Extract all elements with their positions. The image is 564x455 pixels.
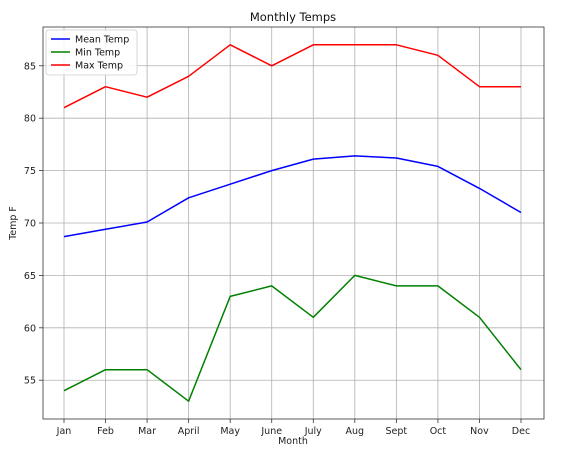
legend-label-max-temp: Max Temp — [75, 61, 123, 72]
x-tick-label: April — [178, 426, 200, 437]
legend-label-min-temp: Min Temp — [75, 48, 120, 59]
legend-label-mean-temp: Mean Temp — [75, 35, 129, 46]
series-line-max-temp — [63, 44, 521, 109]
series-line-mean-temp — [63, 155, 522, 238]
x-tick-label: Feb — [97, 426, 114, 437]
x-tick-label: Nov — [470, 426, 489, 437]
x-axis-label: Month — [278, 436, 308, 447]
y-tick-label: 75 — [24, 166, 36, 177]
y-axis-label: Temp F — [8, 206, 19, 241]
x-tick-label: Dec — [512, 426, 530, 437]
x-tick-label: June — [260, 426, 282, 437]
y-tick-label: 70 — [24, 219, 36, 230]
x-tick-label: Aug — [346, 426, 365, 437]
series-line-min-temp — [63, 274, 522, 402]
x-tick-label: May — [220, 426, 240, 437]
x-tick-label: July — [304, 426, 322, 437]
legend: Mean Temp Min Temp Max Temp — [45, 29, 138, 76]
y-tick-label: 80 — [24, 114, 36, 125]
x-tick-label: Oct — [430, 426, 447, 437]
x-tick-label: Mar — [138, 426, 156, 437]
y-axis-ticks: 55 60 65 70 75 80 85 — [24, 61, 43, 387]
legend-box — [45, 29, 138, 76]
y-tick-label: 60 — [24, 323, 36, 334]
x-tick-label: Sept — [386, 426, 408, 437]
chart-title: Monthly Temps — [250, 10, 336, 24]
x-axis-ticks: Jan Feb Mar April May June July Aug Sept Oct Nov De… — [56, 419, 530, 437]
y-tick-label: 85 — [24, 61, 36, 72]
series-lines — [63, 44, 522, 402]
y-tick-label: 65 — [24, 271, 36, 282]
grid — [43, 27, 544, 419]
x-tick-label: Jan — [56, 426, 72, 437]
y-tick-label: 55 — [24, 376, 36, 387]
